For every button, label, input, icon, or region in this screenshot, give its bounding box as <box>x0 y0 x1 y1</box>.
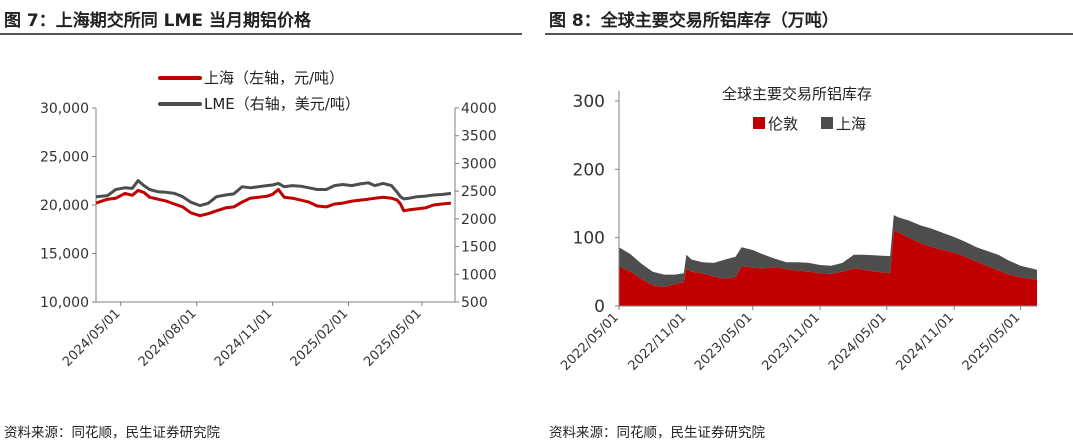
legend-label-shanghai: 上海 <box>836 115 866 133</box>
y-tick-label: 0 <box>594 297 605 317</box>
x-tick-label: 2025/02/01 <box>288 306 352 370</box>
right-y-tick-label: 1000 <box>461 267 497 283</box>
right-y-tick-label: 1500 <box>461 240 497 256</box>
x-tick-label: 2025/05/01 <box>361 306 425 370</box>
x-tick-label: 2024/05/01 <box>826 310 890 374</box>
right-y-tick-label: 2000 <box>461 212 497 228</box>
figure-7-panel: 图 7：上海期交所同 LME 当月期铝价格 10,000 15,000 20,000… <box>0 0 522 447</box>
right-y-tick-label: 2500 <box>461 184 497 200</box>
legend-label-london: 伦敦 <box>768 115 798 133</box>
x-tick-label: 2024/08/01 <box>136 306 200 370</box>
x-tick-label: 2024/11/01 <box>893 310 957 374</box>
lme-price-line <box>95 179 452 208</box>
legend-label-shanghai: 上海（左轴，元/吨） <box>204 69 344 87</box>
left-y-tick-label: 25,000 <box>40 150 89 166</box>
left-y-tick-label: 20,000 <box>40 198 89 214</box>
x-tick-label: 2024/05/01 <box>60 306 124 370</box>
figure-7-source: 资料来源：同花顺，民生证券研究院 <box>4 425 220 441</box>
left-y-tick-label: 30,000 <box>40 101 89 117</box>
right-y-tick-label: 3000 <box>461 156 497 172</box>
y-tick-label: 300 <box>573 92 605 112</box>
y-tick-label: 200 <box>573 160 605 180</box>
right-y-tick-label: 4000 <box>461 101 497 117</box>
chart-title: 全球主要交易所铝库存 <box>722 85 872 103</box>
legend-swatch-london <box>753 117 765 129</box>
figure-8-source: 资料来源：同花顺，民生证券研究院 <box>549 425 765 441</box>
figure-8-title: 图 8：全球主要交易所铝库存（万吨） <box>549 11 839 31</box>
right-y-tick-label: 500 <box>461 295 488 311</box>
legend-swatch-shanghai <box>821 117 833 129</box>
left-y-tick-label: 10,000 <box>40 295 89 311</box>
x-tick-label: 2023/11/01 <box>759 310 823 374</box>
figure-7-title: 图 7：上海期交所同 LME 当月期铝价格 <box>4 11 311 31</box>
x-tick-label: 2022/11/01 <box>626 310 690 374</box>
x-tick-label: 2023/05/01 <box>692 310 756 374</box>
x-tick-label: 2025/05/01 <box>960 310 1024 374</box>
right-y-tick-label: 3500 <box>461 129 497 145</box>
y-tick-label: 100 <box>573 229 605 249</box>
figure-8-title-rule <box>545 33 1073 35</box>
london-inventory-area <box>619 230 1037 306</box>
aluminum-inventory-area-chart: 0 100 200 300 2022/05/01 2022/11/01 2023/05/01… <box>558 85 1037 374</box>
legend-label-lme: LME（右轴，美元/吨） <box>204 95 360 113</box>
left-y-tick-label: 15,000 <box>40 247 89 263</box>
shanghai-price-line <box>95 188 452 218</box>
x-tick-label: 2022/05/01 <box>558 310 622 374</box>
figure-7-title-rule <box>0 33 522 35</box>
figure-8-panel: 图 8：全球主要交易所铝库存（万吨） 0 100 200 300 2022/05/01 2… <box>545 0 1073 447</box>
aluminum-price-line-chart: 10,000 15,000 20,000 25,000 30,000 500 1000 150… <box>40 69 497 370</box>
x-tick-label: 2024/11/01 <box>212 306 276 370</box>
shanghai-inventory-area <box>619 215 1037 287</box>
